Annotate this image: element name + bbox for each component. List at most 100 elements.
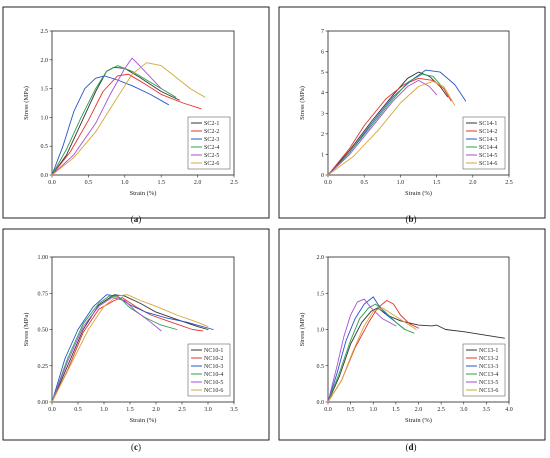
x-tick-label: 3.5 <box>483 407 491 413</box>
series-line-nc10-1 <box>51 294 209 403</box>
plot-area <box>327 30 510 176</box>
x-tick-label: 3.0 <box>204 407 212 413</box>
legend-label: NC13-2 <box>479 356 498 362</box>
series-line-sc14-6 <box>327 80 456 176</box>
y-tick-label: 1 <box>321 152 324 158</box>
y-tick-label: 1.5 <box>41 87 49 93</box>
panel-caption: (a) <box>131 214 142 224</box>
chart-panel-c: 0.0 0.5 1.0 1.5 2.0 2.5 3.0 3.5 0.00 0.25 0.50 0.75… <box>2 228 270 452</box>
series-line-nc10-5 <box>51 297 162 403</box>
x-axis-label: Strain (%) <box>405 417 432 424</box>
y-tick-label: 2.0 <box>317 255 325 261</box>
legend-label: NC10-3 <box>204 364 223 370</box>
legend-label: NC10-1 <box>204 348 223 354</box>
x-axis-label: Strain (%) <box>130 417 157 424</box>
legend-label: NC13-6 <box>479 388 498 394</box>
panel-frame <box>278 6 546 219</box>
x-tick-label: 0.5 <box>347 407 355 413</box>
y-tick-label: 6 <box>321 50 324 56</box>
legend-label: SC2-1 <box>204 121 219 127</box>
legend-label: SC14-3 <box>479 137 497 143</box>
series-line-sc2-6 <box>51 62 206 176</box>
legend-label: NC10-2 <box>204 356 223 362</box>
series-line-sc14-1 <box>327 71 448 176</box>
panel-frame <box>2 228 270 441</box>
x-axis-label: Strain (%) <box>130 190 157 197</box>
y-axis-label: Stress (MPa) <box>299 86 306 120</box>
y-axis-label: Stress (MPa) <box>299 313 306 347</box>
x-tick-label: 1.5 <box>433 180 441 186</box>
y-tick-label: 0.5 <box>41 144 49 150</box>
y-tick-label: 1.00 <box>38 255 49 261</box>
x-tick-label: 1.5 <box>392 407 400 413</box>
x-tick-label: 2.5 <box>505 180 513 186</box>
legend-label: NC13-3 <box>479 364 498 370</box>
legend-box <box>187 116 231 170</box>
legend-label: SC14-5 <box>479 153 497 159</box>
series-line-nc10-6 <box>51 294 209 403</box>
y-tick-label: 0 <box>321 173 324 179</box>
x-tick-label: 4.0 <box>505 407 513 413</box>
series-line-nc10-4 <box>51 295 178 403</box>
series-line-nc13-3 <box>327 296 406 403</box>
legend-label: SC2-5 <box>204 153 219 159</box>
legend-label: NC13-4 <box>479 372 498 378</box>
panel-caption: (b) <box>405 214 416 224</box>
legend-box <box>462 343 506 397</box>
x-tick-label: 2.5 <box>230 180 238 186</box>
x-tick-label: 0.5 <box>360 180 368 186</box>
legend: NC10-1 NC10-2 NC10-3 NC10-4 NC10-5 NC10-6 <box>187 343 231 397</box>
y-tick-label: 7 <box>321 29 324 35</box>
panel-caption: (c) <box>131 442 141 452</box>
legend-label: NC13-1 <box>479 348 498 354</box>
series-line-nc10-2 <box>51 297 204 403</box>
legend-label: SC14-4 <box>479 145 497 151</box>
series-line-sc14-3 <box>327 69 467 176</box>
x-tick-label: 2.0 <box>415 407 423 413</box>
panel-frame <box>2 6 270 219</box>
y-tick-label: 1.0 <box>317 328 325 334</box>
y-axis-label: Stress (MPa) <box>23 313 30 347</box>
y-tick-label: 2.5 <box>41 29 49 35</box>
y-tick-label: 0.0 <box>317 400 325 406</box>
y-tick-label: 0.0 <box>41 173 49 179</box>
x-tick-label: 2.0 <box>469 180 477 186</box>
y-tick-label: 3 <box>321 111 324 117</box>
y-tick-label: 1.5 <box>317 291 325 297</box>
y-tick-label: 4 <box>321 91 324 97</box>
x-axis-label: Strain (%) <box>405 190 432 197</box>
chart-panel-d: 0.0 0.5 1.0 1.5 2.0 2.5 3.0 3.5 4.0 0.0 0.5 1.0 1.5 2… <box>278 228 546 452</box>
legend-label: SC14-2 <box>479 129 497 135</box>
x-tick-label: 0.5 <box>74 407 82 413</box>
y-tick-label: 0.50 <box>38 328 49 334</box>
legend: NC13-1 NC13-2 NC13-3 NC13-4 NC13-5 NC13-6 <box>462 343 506 397</box>
legend-label: SC2-2 <box>204 129 219 135</box>
panel-frame <box>278 228 546 441</box>
y-axis-label: Stress (MPa) <box>23 86 30 120</box>
chart-panel-b: 0.0 0.5 1.0 1.5 2.0 2.5 0 1 2 3 4 5 6 7 Strain (%) Stre… <box>278 6 546 224</box>
legend-label: NC10-4 <box>204 372 223 378</box>
x-tick-label: 1.5 <box>157 180 165 186</box>
x-tick-label: 1.0 <box>370 407 378 413</box>
legend-label: SC14-1 <box>479 121 497 127</box>
x-tick-label: 0.0 <box>324 407 332 413</box>
x-tick-label: 0.0 <box>48 180 56 186</box>
series-line-nc13-1 <box>327 307 505 403</box>
series-line-sc2-5 <box>51 57 162 176</box>
legend-box <box>462 116 506 170</box>
x-tick-label: 1.5 <box>126 407 134 413</box>
legend-label: SC2-4 <box>204 145 219 151</box>
series-line-sc14-4 <box>327 73 441 176</box>
x-tick-label: 2.0 <box>152 407 160 413</box>
legend-label: SC2-6 <box>204 161 219 167</box>
plot-area <box>51 30 235 176</box>
x-tick-label: 1.0 <box>100 407 108 413</box>
x-tick-label: 0.5 <box>85 180 93 186</box>
series-line-nc13-4 <box>327 303 415 403</box>
y-tick-label: 2 <box>321 132 324 138</box>
y-tick-label: 2.0 <box>41 58 49 64</box>
legend-label: NC10-6 <box>204 388 223 394</box>
x-tick-label: 0.0 <box>48 407 56 413</box>
y-tick-label: 0.5 <box>317 364 325 370</box>
